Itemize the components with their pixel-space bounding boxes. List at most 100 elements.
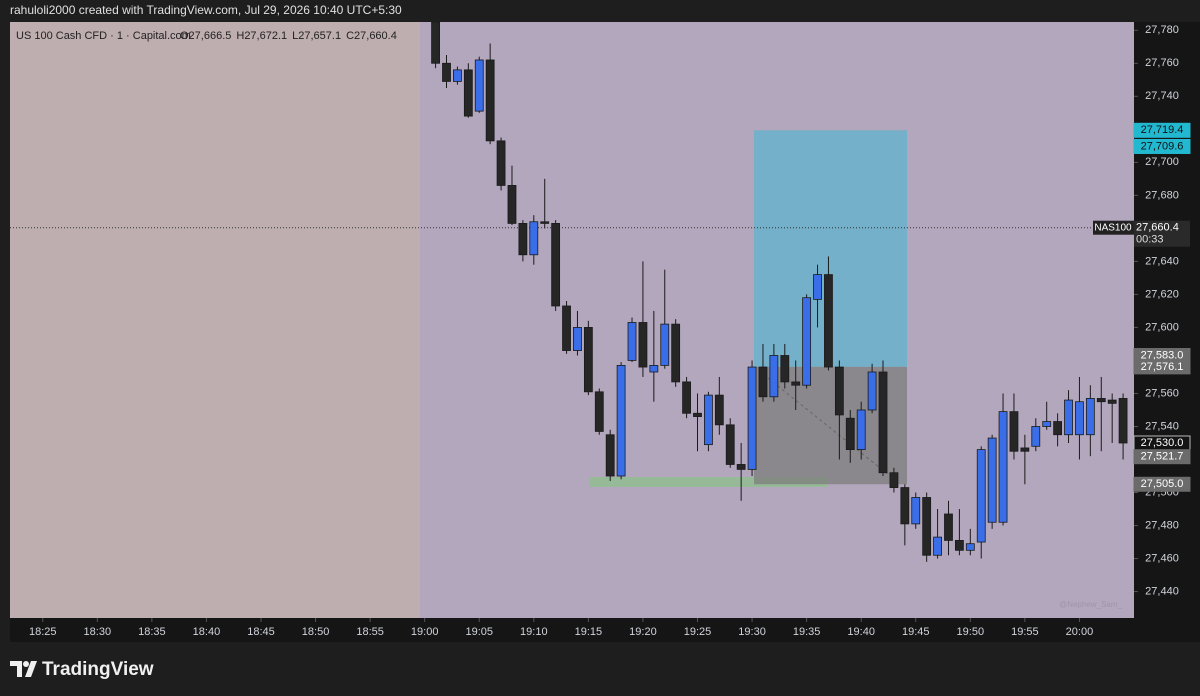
- x-tick-label: 18:25: [29, 626, 57, 638]
- candle-body: [583, 327, 593, 393]
- candle-body: [1107, 399, 1117, 404]
- y-tick-label: 27,460: [1145, 552, 1179, 564]
- candle-body: [802, 297, 812, 386]
- candle-body: [834, 366, 844, 416]
- x-tick-label: 19:10: [520, 626, 548, 638]
- candle-body: [987, 437, 997, 523]
- candle-body: [922, 497, 932, 556]
- candle-body: [431, 22, 440, 64]
- candle-body: [911, 497, 921, 525]
- candle-body: [758, 366, 768, 398]
- candle-body: [747, 366, 757, 470]
- x-tick-label: 19:05: [465, 626, 493, 638]
- candle-body: [933, 536, 942, 556]
- candle-body: [824, 274, 833, 368]
- candle-body: [496, 140, 506, 186]
- candle-body: [660, 323, 670, 366]
- x-tick-label: 18:40: [193, 626, 221, 638]
- session-background: [10, 22, 420, 618]
- candle-body: [605, 434, 615, 477]
- legend-value: L27,657.1: [292, 30, 341, 42]
- price-tag: [1133, 476, 1191, 492]
- last-price-countdown: 00:33: [1136, 234, 1164, 246]
- x-tick-label: 19:40: [847, 626, 875, 638]
- candle-body: [791, 381, 801, 386]
- x-tick-label: 19:15: [575, 626, 603, 638]
- candle-body: [725, 424, 735, 465]
- candle-body: [976, 449, 986, 543]
- candle-body: [507, 185, 517, 224]
- candle-body: [594, 391, 604, 432]
- candle-body: [704, 394, 713, 446]
- candle-body: [693, 412, 702, 417]
- candle-body: [442, 62, 451, 82]
- last-price-label: 27,660.4: [1136, 222, 1179, 234]
- legend-value: C27,660.4: [346, 30, 397, 42]
- candle-body: [1031, 426, 1041, 447]
- candle-body: [1096, 398, 1106, 403]
- footer-brand: TradingView: [42, 659, 154, 680]
- candle-body: [540, 221, 550, 224]
- candle-body: [1042, 421, 1052, 427]
- x-tick-label: 19:25: [684, 626, 712, 638]
- plot: @Nephew_Sam_: [10, 22, 1134, 609]
- candle-body: [736, 464, 746, 470]
- candle-body: [627, 322, 637, 361]
- x-tick-label: 20:00: [1066, 626, 1094, 638]
- candle-body: [769, 355, 779, 398]
- last-price-tag: [1134, 220, 1190, 247]
- y-tick-label: 27,480: [1145, 519, 1179, 531]
- candle-body: [1085, 398, 1095, 436]
- last-price-symbol: NAS100: [1094, 222, 1132, 233]
- y-tick-label: 27,700: [1145, 156, 1179, 168]
- candle-body: [1118, 398, 1128, 444]
- candle-body: [900, 487, 910, 525]
- price-tag-label: 27,576.1: [1141, 361, 1184, 373]
- price-tag-label: 27,709.6: [1141, 140, 1184, 152]
- candle-body: [682, 381, 691, 414]
- x-tick-label: 19:20: [629, 626, 657, 638]
- candle-body: [1064, 399, 1073, 436]
- candle-body: [551, 223, 561, 307]
- price-tag: [1133, 359, 1191, 375]
- candle-body: [671, 323, 681, 383]
- candle-body: [780, 355, 790, 383]
- watermark: @Nephew_Sam_: [1059, 600, 1122, 609]
- legend-value: O27,666.5: [180, 30, 231, 42]
- y-tick-label: 27,760: [1145, 57, 1179, 69]
- candle-body: [638, 322, 648, 368]
- price-tag-label: 27,505.0: [1141, 478, 1184, 490]
- price-tag-label: 27,583.0: [1141, 349, 1184, 361]
- y-tick-label: 27,600: [1145, 321, 1179, 333]
- x-tick-label: 19:55: [1011, 626, 1039, 638]
- candle-body: [714, 394, 724, 426]
- zone: [590, 477, 828, 487]
- candle-body: [562, 305, 571, 351]
- candle-body: [867, 371, 877, 411]
- price-tag: [1133, 449, 1191, 465]
- y-tick-label: 27,740: [1145, 90, 1179, 102]
- y-tick-label: 27,640: [1145, 255, 1179, 267]
- candle-body: [463, 69, 473, 117]
- y-tick-label: 27,680: [1145, 189, 1179, 201]
- candle-body: [813, 274, 822, 300]
- x-tick-label: 18:55: [356, 626, 384, 638]
- y-tick-label: 27,440: [1145, 585, 1179, 597]
- candle-body: [1009, 411, 1019, 452]
- x-tick-label: 19:30: [738, 626, 766, 638]
- candle-body: [998, 411, 1008, 523]
- header: rahuloli2000 created with TradingView.co…: [10, 3, 402, 17]
- candle-body: [649, 365, 659, 373]
- x-tick-label: 19:35: [793, 626, 821, 638]
- last-price-tag: [1093, 220, 1134, 235]
- position-path: [753, 366, 889, 475]
- candle-body: [453, 69, 462, 82]
- price-tag-label: 27,719.4: [1141, 124, 1184, 136]
- candle-body: [1053, 421, 1063, 436]
- legend-value: H27,672.1: [236, 30, 287, 42]
- x-tick-label: 18:30: [84, 626, 112, 638]
- y-tick-label: 27,780: [1145, 24, 1179, 36]
- candle-body: [573, 327, 582, 351]
